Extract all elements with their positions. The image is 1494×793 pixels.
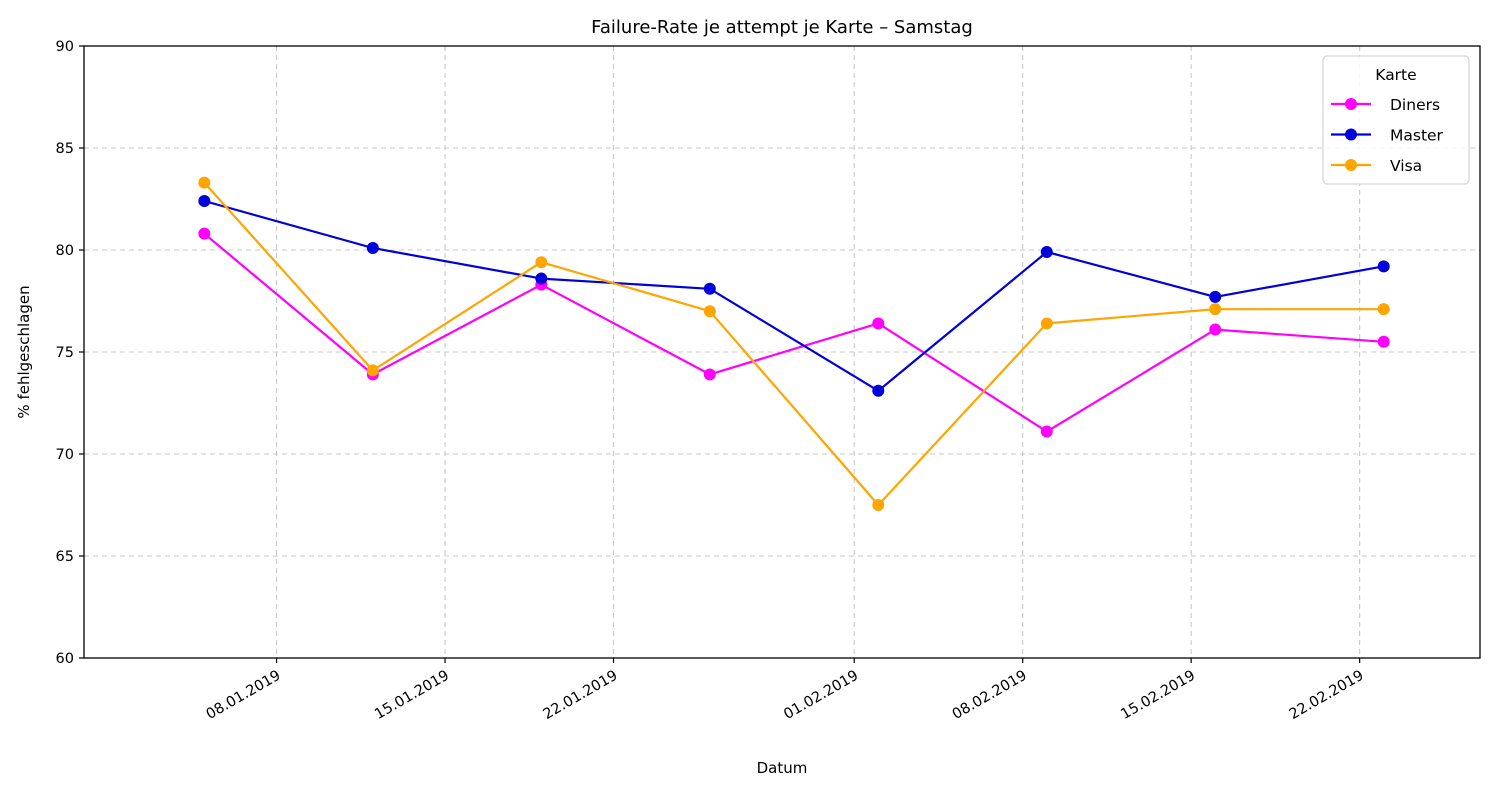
x-axis-ticks: 08.01.2019 15.01.2019 22.01.2019 01.02.2019… xyxy=(204,658,1367,723)
data-point-diners xyxy=(1040,425,1053,438)
data-point-master xyxy=(535,272,548,285)
y-tick-label: 70 xyxy=(56,447,74,463)
x-tick-label: 01.02.2019 xyxy=(781,668,861,723)
data-point-diners xyxy=(1377,335,1390,348)
data-point-visa xyxy=(872,499,885,511)
data-point-diners xyxy=(703,368,716,381)
x-tick-label: 22.01.2019 xyxy=(541,668,621,723)
data-point-diners xyxy=(1209,323,1222,336)
x-tick-label: 08.01.2019 xyxy=(204,668,284,723)
x-tick-label: 15.02.2019 xyxy=(1118,668,1198,723)
legend: Karte Diners Master Visa xyxy=(1322,55,1470,185)
data-point-visa xyxy=(535,256,548,269)
legend-label: Visa xyxy=(1390,157,1422,175)
data-point-master xyxy=(1040,246,1053,259)
legend-item-visa: Visa xyxy=(1331,157,1422,175)
y-tick-label: 90 xyxy=(56,39,74,55)
data-point-visa xyxy=(1040,317,1053,330)
series-visa xyxy=(198,176,1390,511)
y-axis-label: % fehlgeschlagen xyxy=(15,285,33,418)
data-point-visa xyxy=(1209,303,1222,316)
chart-title: Failure-Rate je attempt je Karte – Samst… xyxy=(591,17,973,38)
y-axis-ticks: 60 65 70 75 80 85 90 xyxy=(56,39,84,667)
series-line-visa xyxy=(203,181,1384,507)
x-tick-label: 08.02.2019 xyxy=(950,668,1030,723)
data-point-visa xyxy=(703,305,716,318)
data-point-master xyxy=(198,195,211,208)
legend-items: Diners Master Visa xyxy=(1331,96,1444,175)
legend-swatch-marker xyxy=(1345,98,1357,110)
legend-label: Master xyxy=(1390,127,1444,145)
legend-item-diners: Diners xyxy=(1331,96,1440,114)
series-master xyxy=(198,195,1390,397)
legend-swatch-marker xyxy=(1345,128,1357,141)
data-point-visa xyxy=(198,176,211,189)
legend-label: Diners xyxy=(1390,96,1440,114)
y-tick-label: 65 xyxy=(56,549,74,565)
data-point-master xyxy=(366,241,379,254)
x-tick-label: 22.02.2019 xyxy=(1287,668,1367,723)
series-line-master xyxy=(204,199,1384,392)
data-point-diners xyxy=(198,227,211,240)
legend-box xyxy=(1322,55,1470,185)
legend-swatch-marker xyxy=(1345,159,1357,171)
data-point-master xyxy=(703,282,716,295)
data-point-master xyxy=(1209,290,1222,303)
y-tick-label: 85 xyxy=(56,141,74,157)
legend-item-master: Master xyxy=(1331,127,1444,145)
series-diners xyxy=(198,227,1390,438)
data-point-master xyxy=(1377,260,1390,273)
legend-title: Karte xyxy=(1375,66,1416,84)
data-point-master xyxy=(872,384,885,397)
x-tick-label: 15.01.2019 xyxy=(372,668,452,723)
data-point-visa xyxy=(1377,303,1390,316)
data-point-diners xyxy=(872,317,885,330)
x-axis-label: Datum xyxy=(757,759,808,777)
y-tick-label: 80 xyxy=(56,243,74,259)
y-tick-label: 60 xyxy=(56,651,74,667)
y-tick-label: 75 xyxy=(56,345,74,361)
series-line-diners xyxy=(203,232,1384,433)
series-layer xyxy=(198,176,1390,511)
data-point-visa xyxy=(366,364,379,377)
